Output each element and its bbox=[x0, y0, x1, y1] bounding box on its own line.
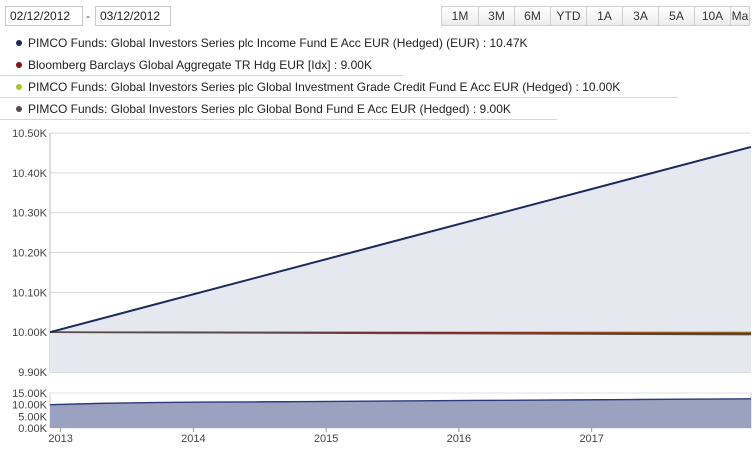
y-tick-label: 10.20K bbox=[12, 248, 48, 260]
y-tick-label: 10.10K bbox=[12, 287, 48, 299]
navigator-y-tick-label: 10.00K bbox=[12, 400, 48, 412]
legend-marker bbox=[16, 84, 22, 91]
legend-marker bbox=[16, 40, 22, 47]
range-5a-button[interactable]: 5A bbox=[658, 6, 695, 26]
navigator-y-tick-label: 5.00K bbox=[18, 411, 47, 423]
date-from-field[interactable]: 02/12/2012 bbox=[5, 6, 83, 26]
date-range-separator: - bbox=[86, 9, 90, 23]
y-tick-label: 9.90K bbox=[18, 367, 47, 379]
legend-divider bbox=[0, 97, 678, 98]
navigator-y-tick-label: 15.00K bbox=[12, 388, 48, 400]
range-10a-button[interactable]: 10A bbox=[694, 6, 731, 26]
x-tick-label: 2017 bbox=[579, 433, 603, 445]
navigator-area bbox=[50, 398, 751, 428]
range-max-button[interactable]: Ma bbox=[730, 6, 750, 26]
y-tick-label: 10.00K bbox=[12, 327, 48, 339]
range-3a-button[interactable]: 3A bbox=[622, 6, 659, 26]
range-6m-button[interactable]: 6M bbox=[514, 6, 551, 26]
range-1m-button[interactable]: 1M bbox=[441, 6, 479, 26]
y-tick-label: 10.30K bbox=[12, 208, 48, 220]
x-tick-label: 2013 bbox=[48, 433, 72, 445]
legend-label: Bloomberg Barclays Global Aggregate TR H… bbox=[28, 58, 372, 72]
legend-item[interactable]: Bloomberg Barclays Global Aggregate TR H… bbox=[0, 54, 755, 76]
x-tick-label: 2016 bbox=[447, 433, 471, 445]
x-tick-label: 2015 bbox=[314, 433, 338, 445]
range-ytd-button[interactable]: YTD bbox=[550, 6, 587, 26]
legend-item[interactable]: PIMCO Funds: Global Investors Series plc… bbox=[0, 32, 755, 54]
y-tick-label: 10.50K bbox=[12, 128, 48, 140]
series-area-fill bbox=[50, 146, 751, 372]
legend-item[interactable]: PIMCO Funds: Global Investors Series plc… bbox=[0, 98, 755, 120]
legend-marker bbox=[16, 106, 22, 113]
series-line bbox=[49, 331, 752, 336]
series-line bbox=[49, 145, 752, 334]
date-to-field[interactable]: 03/12/2012 bbox=[95, 6, 171, 26]
range-buttons: 1M 3M 6M YTD 1A 3A 5A 10A Ma bbox=[441, 6, 750, 26]
x-tick-label: 2014 bbox=[181, 433, 205, 445]
legend-marker bbox=[16, 62, 22, 69]
legend-label: PIMCO Funds: Global Investors Series plc… bbox=[28, 102, 511, 116]
legend-label: PIMCO Funds: Global Investors Series plc… bbox=[28, 80, 621, 94]
legend-label: PIMCO Funds: Global Investors Series plc… bbox=[28, 36, 528, 50]
chart-legend: PIMCO Funds: Global Investors Series plc… bbox=[0, 32, 755, 120]
navigator-y-tick-label: 0.00K bbox=[18, 423, 47, 435]
legend-divider bbox=[0, 119, 557, 120]
y-tick-label: 10.40K bbox=[12, 168, 48, 180]
legend-divider bbox=[0, 75, 403, 76]
legend-item[interactable]: PIMCO Funds: Global Investors Series plc… bbox=[0, 76, 755, 98]
navigator-line bbox=[49, 398, 752, 406]
